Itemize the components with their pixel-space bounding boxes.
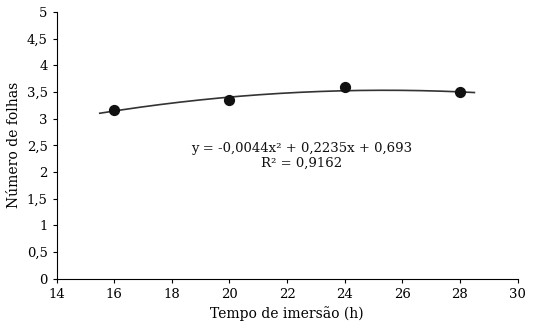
- X-axis label: Tempo de imersão (h): Tempo de imersão (h): [210, 306, 364, 321]
- Text: y = -0,0044x² + 0,2235x + 0,693
R² = 0,9162: y = -0,0044x² + 0,2235x + 0,693 R² = 0,9…: [191, 142, 412, 170]
- Point: [110, 107, 118, 112]
- Point: [225, 97, 233, 103]
- Y-axis label: Número de folhas: Número de folhas: [7, 82, 21, 208]
- Point: [456, 89, 464, 94]
- Point: [341, 84, 349, 89]
